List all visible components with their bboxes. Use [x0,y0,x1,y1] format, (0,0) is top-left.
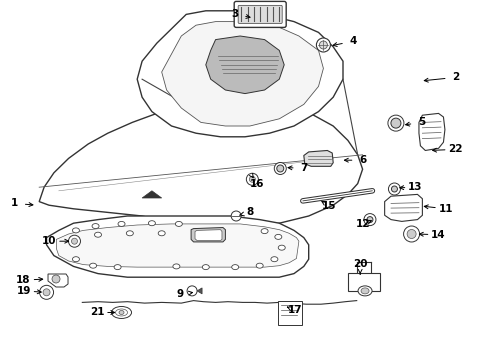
Polygon shape [162,22,323,126]
Circle shape [246,173,258,185]
Text: 14: 14 [431,230,446,240]
Ellipse shape [232,265,239,270]
Circle shape [277,165,284,172]
Circle shape [367,217,373,222]
Circle shape [231,211,241,221]
Circle shape [317,38,330,52]
Ellipse shape [358,286,372,296]
Polygon shape [419,113,445,150]
Text: 11: 11 [439,204,453,214]
Polygon shape [56,224,299,267]
Polygon shape [195,230,222,240]
Ellipse shape [148,221,155,226]
Ellipse shape [278,245,285,250]
Circle shape [392,186,397,192]
Text: 22: 22 [448,144,463,154]
Ellipse shape [116,309,127,316]
Circle shape [391,118,401,128]
Text: 17: 17 [288,305,302,315]
Circle shape [274,162,286,175]
Text: 13: 13 [408,182,423,192]
Text: 9: 9 [177,289,184,300]
Ellipse shape [271,257,278,262]
Polygon shape [191,228,225,242]
Polygon shape [39,101,363,227]
Text: 19: 19 [16,286,31,296]
Ellipse shape [90,263,97,268]
Text: 3: 3 [232,9,239,19]
Polygon shape [47,216,309,277]
Ellipse shape [256,263,263,268]
Text: 6: 6 [359,155,366,165]
Text: 2: 2 [452,72,459,82]
Circle shape [187,286,197,296]
Text: 1: 1 [11,198,18,208]
FancyBboxPatch shape [238,5,282,23]
Text: 5: 5 [418,117,425,127]
Circle shape [40,285,53,299]
Circle shape [52,275,60,283]
Ellipse shape [202,265,209,270]
Polygon shape [385,194,422,221]
Polygon shape [304,150,333,166]
Ellipse shape [361,288,369,294]
Ellipse shape [119,310,124,315]
Text: 21: 21 [90,307,104,318]
Ellipse shape [95,232,101,237]
Text: 7: 7 [300,163,308,174]
Text: 4: 4 [349,36,357,46]
Polygon shape [206,36,284,94]
Text: 15: 15 [322,201,337,211]
Circle shape [407,230,416,238]
Ellipse shape [112,306,131,319]
Circle shape [388,115,404,131]
Circle shape [43,289,50,296]
Text: 20: 20 [353,258,368,269]
Circle shape [404,226,419,242]
Ellipse shape [275,234,282,239]
Ellipse shape [173,264,180,269]
Ellipse shape [92,224,99,229]
Text: 8: 8 [246,207,253,217]
Polygon shape [48,274,68,287]
Circle shape [389,183,400,195]
Ellipse shape [126,231,133,236]
Text: 18: 18 [16,275,31,285]
Text: 16: 16 [250,179,265,189]
Text: 10: 10 [42,236,56,246]
Circle shape [72,238,77,244]
Ellipse shape [73,257,79,262]
FancyBboxPatch shape [278,301,302,325]
FancyBboxPatch shape [234,1,286,27]
Polygon shape [197,288,202,294]
Circle shape [364,213,376,226]
Ellipse shape [118,221,125,226]
Circle shape [319,41,327,49]
Ellipse shape [158,231,165,236]
Polygon shape [137,11,343,137]
Circle shape [69,235,80,247]
FancyBboxPatch shape [348,273,380,291]
Polygon shape [142,191,162,198]
Text: 12: 12 [355,219,370,229]
Ellipse shape [73,228,79,233]
Ellipse shape [114,265,121,270]
Ellipse shape [261,229,268,234]
Ellipse shape [175,221,182,226]
Circle shape [249,176,255,182]
